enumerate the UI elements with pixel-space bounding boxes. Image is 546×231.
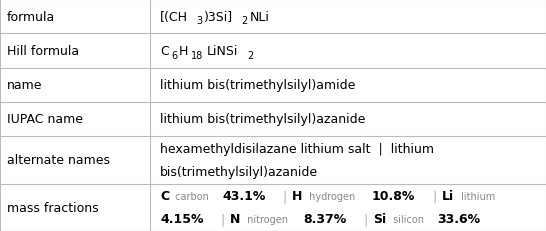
Text: |: | [364, 212, 367, 225]
Text: hydrogen: hydrogen [306, 191, 355, 201]
Text: name: name [7, 79, 42, 92]
Text: Hill formula: Hill formula [7, 45, 79, 58]
Text: C: C [160, 190, 169, 203]
Text: NLi: NLi [250, 11, 270, 24]
Text: LiNSi: LiNSi [207, 45, 239, 58]
Text: |: | [282, 190, 287, 203]
Text: 10.8%: 10.8% [372, 190, 416, 203]
Text: alternate names: alternate names [7, 154, 110, 167]
Text: 4.15%: 4.15% [160, 212, 204, 225]
Text: hexamethyldisilazane lithium salt  |  lithium: hexamethyldisilazane lithium salt | lith… [160, 142, 434, 155]
Text: nitrogen: nitrogen [244, 214, 288, 224]
Text: H: H [179, 45, 188, 58]
Text: )3Si]: )3Si] [204, 11, 233, 24]
Text: Si: Si [373, 212, 387, 225]
Text: 2: 2 [247, 50, 254, 60]
Text: N: N [230, 212, 241, 225]
Text: 3: 3 [196, 16, 202, 26]
Text: C: C [160, 45, 169, 58]
Text: 18: 18 [191, 50, 204, 60]
Text: lithium bis(trimethylsilyl)amide: lithium bis(trimethylsilyl)amide [160, 79, 355, 92]
Text: lithium bis(trimethylsilyl)azanide: lithium bis(trimethylsilyl)azanide [160, 113, 365, 126]
Text: IUPAC name: IUPAC name [7, 113, 82, 126]
Text: lithium: lithium [458, 191, 495, 201]
Text: bis(trimethylsilyl)azanide: bis(trimethylsilyl)azanide [160, 165, 318, 178]
Text: 6: 6 [171, 50, 177, 60]
Text: 33.6%: 33.6% [437, 212, 480, 225]
Text: formula: formula [7, 11, 55, 24]
Text: H: H [292, 190, 302, 203]
Text: mass fractions: mass fractions [7, 201, 98, 214]
Text: carbon: carbon [172, 191, 209, 201]
Text: silicon: silicon [390, 214, 424, 224]
Text: 2: 2 [241, 16, 248, 26]
Text: 43.1%: 43.1% [222, 190, 265, 203]
Text: |: | [221, 212, 225, 225]
Text: [(CH: [(CH [160, 11, 188, 24]
Text: |: | [432, 190, 436, 203]
Text: Li: Li [442, 190, 454, 203]
Text: 8.37%: 8.37% [303, 212, 347, 225]
